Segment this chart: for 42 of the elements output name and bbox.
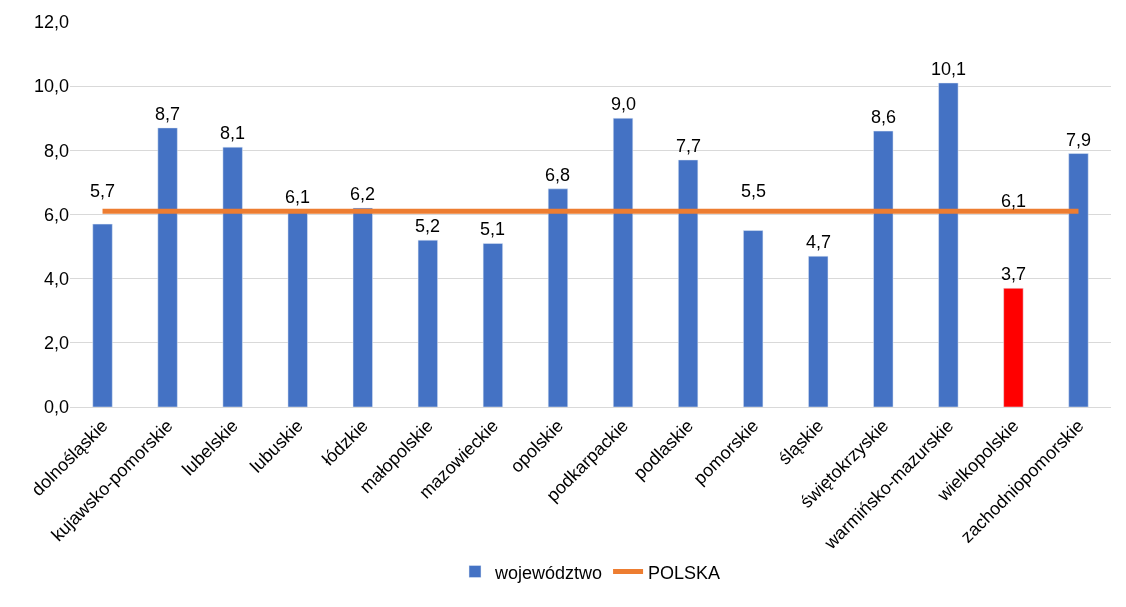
- data-label: 3,7: [1001, 264, 1027, 284]
- data-label: 6,1: [285, 187, 311, 207]
- bar: [1068, 153, 1089, 407]
- data-label: 8,1: [220, 123, 246, 143]
- bar: [873, 130, 894, 407]
- data-label: 5,2: [415, 216, 441, 236]
- y-tick-label: 12,0: [33, 12, 69, 33]
- bar: [808, 255, 829, 407]
- data-label: 7,9: [1066, 130, 1092, 150]
- bar: [547, 188, 568, 407]
- y-tick-label: 6,0: [43, 204, 69, 225]
- bar: [482, 243, 503, 407]
- bar: [287, 211, 308, 407]
- bar: [352, 207, 373, 407]
- bar: [938, 82, 959, 407]
- y-tick-label: 8,0: [43, 140, 69, 161]
- data-label: 7,7: [676, 136, 702, 156]
- legend-label: POLSKA: [648, 562, 721, 583]
- data-label: 8,6: [871, 107, 897, 127]
- y-tick-label: 2,0: [43, 333, 69, 354]
- data-label: 6,2: [350, 184, 376, 204]
- bar: [157, 127, 178, 407]
- y-tick-label: 10,0: [33, 76, 69, 97]
- bar: [743, 230, 764, 407]
- data-label: 5,1: [480, 219, 506, 239]
- bar: [613, 118, 634, 407]
- legend-label: województwo: [494, 562, 603, 583]
- bar: [417, 239, 438, 407]
- y-tick-label: 4,0: [43, 268, 69, 289]
- data-label: 6,1: [1000, 190, 1026, 211]
- bar: [1003, 288, 1024, 407]
- bar: [92, 223, 113, 407]
- bar: [222, 146, 243, 407]
- y-tick-label: 0,0: [43, 397, 69, 418]
- data-label: 8,7: [155, 104, 181, 124]
- data-label: 5,7: [90, 181, 116, 201]
- data-label: 4,7: [806, 232, 832, 252]
- bar: [678, 159, 699, 407]
- data-label: 6,8: [545, 165, 571, 185]
- data-label: 9,0: [611, 94, 637, 114]
- data-label: 10,1: [931, 59, 967, 79]
- data-label: 5,5: [741, 181, 767, 201]
